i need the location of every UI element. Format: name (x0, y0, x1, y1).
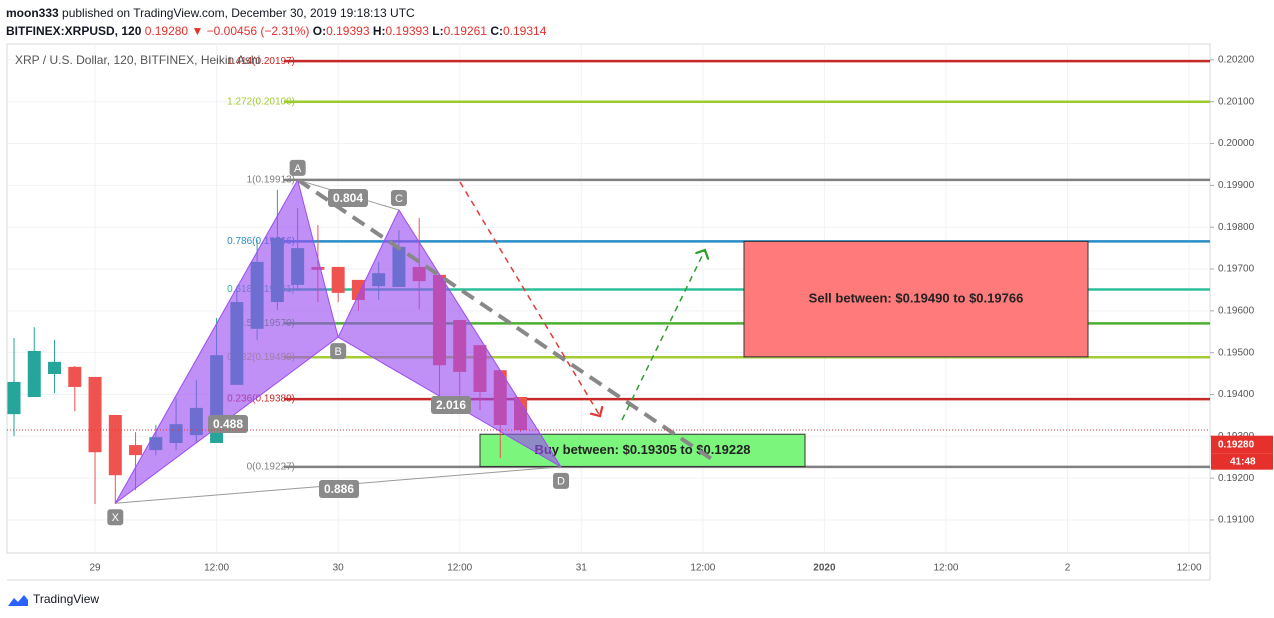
countdown-badge (1211, 453, 1273, 470)
fib-label: 0.236(0.19389) (227, 394, 295, 405)
point-label: B (334, 346, 341, 358)
x-tick-label: 12:00 (933, 563, 958, 574)
ohlc-value: 0.19261 (443, 24, 487, 38)
point-badge (107, 509, 124, 526)
fib-label: 1.414(0.20197) (227, 56, 295, 67)
candle-body (7, 381, 21, 415)
point-badge (330, 343, 347, 360)
y-tick-label: 0.20000 (1218, 138, 1255, 149)
y-tick-label: 0.19600 (1218, 305, 1255, 316)
candle-body (129, 445, 143, 456)
ratio-label: 0.804 (333, 191, 363, 205)
x-tick-label: 12:00 (447, 563, 472, 574)
user: moon333 (6, 6, 59, 20)
chart-title: XRP / U.S. Dollar, 120, BITFINEX, Heikin… (15, 53, 260, 67)
fib-label: 0.786(0.19766) (227, 236, 295, 247)
point-badge (553, 472, 570, 489)
zone-label: Buy between: $0.19305 to $0.19228 (534, 442, 750, 457)
symbol: BITFINEX:XRPUSD, 120 (6, 24, 142, 38)
y-tick-label: 0.19400 (1218, 389, 1255, 400)
y-tick-label: 0.19500 (1218, 347, 1255, 358)
ohlc-label: L: (432, 24, 444, 38)
y-tick-label: 0.19700 (1218, 264, 1255, 275)
point-label: A (294, 163, 302, 175)
logo: TradingView (8, 592, 99, 606)
zone-label: Sell between: $0.19490 to $0.19766 (809, 291, 1024, 306)
projection-green (621, 250, 705, 421)
ratio-badge (319, 480, 359, 498)
ratio-badge (208, 415, 248, 433)
x-tick-label: 31 (576, 563, 588, 574)
change: ▼ −0.00456 (−2.31%) (191, 24, 310, 38)
projection-gray (296, 178, 718, 464)
point-label: C (395, 193, 403, 205)
x-tick-label: 2 (1065, 563, 1071, 574)
point-label: X (112, 512, 120, 524)
y-tick-label: 0.19100 (1218, 515, 1255, 526)
last-price-badge (1211, 435, 1273, 454)
fib-label: 1(0.19913) (247, 175, 295, 186)
y-tick-label: 0.20100 (1218, 96, 1255, 107)
countdown-label: 41:48 (1230, 456, 1256, 467)
header: moon333 published on TradingView.com, De… (6, 4, 546, 40)
ratio-badge (328, 189, 368, 207)
x-tick-label: 12:00 (1177, 563, 1202, 574)
ohlc-value: 0.19393 (326, 24, 370, 38)
candle-body (88, 376, 102, 453)
fib-label: 1.272(0.20100) (227, 96, 295, 107)
x-tick-label: 30 (333, 563, 345, 574)
y-tick-label: 0.19200 (1218, 473, 1255, 484)
ohlc-value: 0.19314 (502, 24, 547, 38)
candle-body (68, 366, 82, 387)
x-tick-label: 29 (89, 563, 101, 574)
projection-red (459, 181, 600, 416)
ohlc-label: C: (490, 24, 503, 38)
published: published on TradingView.com, December 3… (62, 6, 415, 20)
ratio-label: 0.886 (324, 482, 354, 496)
candle-body (108, 414, 122, 476)
point-badge (390, 190, 407, 207)
symbol-line: BITFINEX:XRPUSD, 120 0.19280 ▼ −0.00456 … (6, 22, 546, 40)
candle-body (331, 266, 345, 293)
ratio-label: 2.016 (436, 398, 466, 412)
x-tick-label: 2020 (813, 563, 836, 574)
last-price-label: 0.19280 (1218, 439, 1255, 450)
ohlc-value: 0.19393 (385, 24, 429, 38)
ohlc-label: O: (312, 24, 327, 38)
ohlc-label: H: (372, 24, 386, 38)
last: 0.19280 (144, 24, 189, 38)
point-label: D (557, 476, 565, 488)
brand: TradingView (33, 592, 99, 606)
zone (743, 240, 1089, 358)
x-tick-label: 12:00 (204, 563, 229, 574)
x-tick-label: 12:00 (690, 563, 715, 574)
point-badge (289, 159, 306, 176)
fib-label: 0(0.19227) (247, 461, 295, 472)
ratio-label: 0.488 (213, 417, 243, 431)
y-tick-label: 0.19900 (1218, 180, 1255, 191)
publish-line: moon333 published on TradingView.com, De… (6, 4, 546, 22)
candle-body (48, 361, 62, 374)
ratio-badge (431, 396, 471, 414)
candle-body (27, 350, 41, 397)
y-tick-label: 0.19800 (1218, 222, 1255, 233)
y-tick-label: 0.20200 (1218, 55, 1255, 66)
